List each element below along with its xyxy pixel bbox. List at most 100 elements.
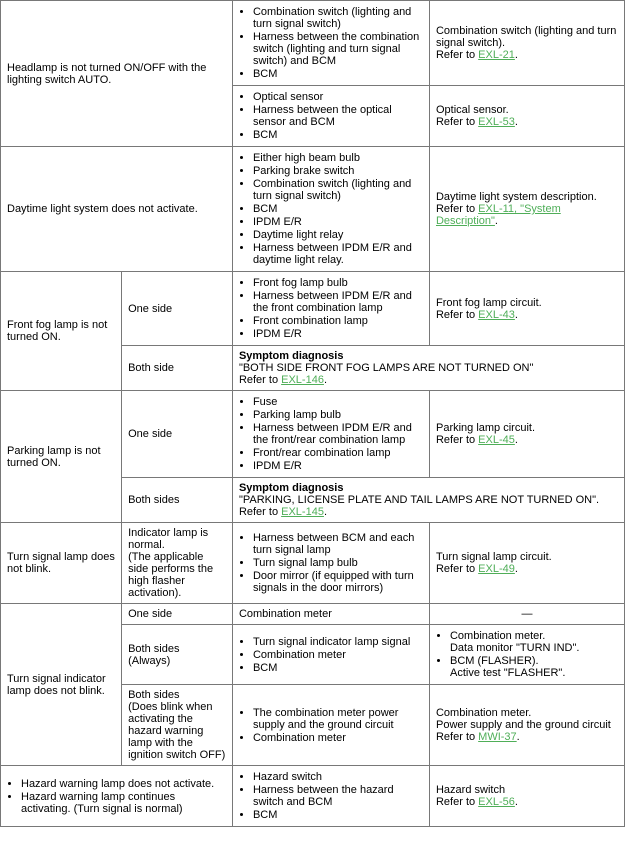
cause-cell: Either high beam bulb Parking brake swit… — [232, 147, 429, 272]
cause-list: Fuse Parking lamp bulb Harness between I… — [239, 396, 423, 472]
reference-link[interactable]: MWI-37 — [478, 731, 517, 743]
condition-cell: One side — [122, 272, 233, 346]
list-item: Hazard warning lamp continues activating… — [21, 791, 226, 815]
symptom-list: Hazard warning lamp does not activate. H… — [7, 778, 226, 815]
cause-cell: The combination meter power supply and t… — [232, 685, 429, 766]
cause-list: Turn signal indicator lamp signal Combin… — [239, 636, 423, 674]
list-item: Hazard switch — [253, 771, 423, 783]
list-item: Turn signal indicator lamp signal — [253, 636, 423, 648]
symptom-cell: Turn signal lamp does not blink. — [1, 523, 122, 604]
cause-cell: Hazard switch Harness between the hazard… — [232, 766, 429, 827]
reference-cell: Combination meter. Data monitor "TURN IN… — [429, 625, 624, 685]
list-item: Harness between IPDM E/R and the front/r… — [253, 422, 423, 446]
reference-link[interactable]: EXL-21 — [478, 49, 515, 61]
reference-prefix: Refer to — [436, 203, 478, 215]
list-item: Daytime light relay — [253, 229, 423, 241]
diagnosis-title: Symptom diagnosis — [239, 350, 344, 362]
list-item: BCM — [253, 662, 423, 674]
symptom-cell: Parking lamp is not turned ON. — [1, 391, 122, 523]
cause-list: Harness between BCM and each turn signal… — [239, 532, 423, 594]
list-item: Door mirror (if equipped with turn signa… — [253, 570, 423, 594]
cause-list: Combination switch (lighting and turn si… — [239, 6, 423, 80]
reference-link[interactable]: EXL-53 — [478, 116, 515, 128]
cause-cell: Harness between BCM and each turn signal… — [232, 523, 429, 604]
reference-link[interactable]: EXL-145 — [281, 506, 324, 518]
cause-cell: Combination meter — [232, 604, 429, 625]
reference-cell: Combination switch (lighting and turn si… — [429, 1, 624, 86]
list-item: Front fog lamp bulb — [253, 277, 423, 289]
list-item: Front combination lamp — [253, 315, 423, 327]
condition-cell: Both sides (Always) — [122, 625, 233, 685]
list-item: Turn signal lamp bulb — [253, 557, 423, 569]
diagnosis-text: "BOTH SIDE FRONT FOG LAMPS ARE NOT TURNE… — [239, 362, 533, 374]
reference-cell: Daytime light system description. Refer … — [429, 147, 624, 272]
list-item: Harness between the hazard switch and BC… — [253, 784, 423, 808]
symptom-cell: Hazard warning lamp does not activate. H… — [1, 766, 233, 827]
condition-cell: Indicator lamp is normal. (The applicabl… — [122, 523, 233, 604]
reference-cell: Turn signal lamp circuit. Refer to EXL-4… — [429, 523, 624, 604]
reference-lead: Optical sensor. — [436, 104, 509, 116]
reference-lead: Turn signal lamp circuit. — [436, 551, 552, 563]
reference-lead: Parking lamp circuit. — [436, 422, 535, 434]
reference-prefix: Refer to — [436, 49, 478, 61]
reference-lead: Daytime light system description. — [436, 191, 597, 203]
list-item: Combination switch (lighting and turn si… — [253, 178, 423, 202]
reference-prefix: Refer to — [436, 116, 478, 128]
cause-list: Front fog lamp bulb Harness between IPDM… — [239, 277, 423, 340]
list-item: BCM (FLASHER). Active test "FLASHER". — [450, 655, 618, 679]
reference-link[interactable]: EXL-43 — [478, 309, 515, 321]
list-item: Harness between IPDM E/R and the front c… — [253, 290, 423, 314]
reference-lead: Combination meter. — [436, 707, 531, 719]
reference-lead: Hazard switch — [436, 784, 505, 796]
cause-list: The combination meter power supply and t… — [239, 707, 423, 744]
reference-prefix: Refer to — [239, 506, 281, 518]
list-item: Either high beam bulb — [253, 152, 423, 164]
list-item: Front/rear combination lamp — [253, 447, 423, 459]
list-item: Combination meter. Data monitor "TURN IN… — [450, 630, 618, 654]
reference-prefix: Refer to — [436, 731, 478, 743]
symptom-cell: Turn signal indicator lamp does not blin… — [1, 604, 122, 766]
cause-list: Optical sensor Harness between the optic… — [239, 91, 423, 141]
reference-link[interactable]: EXL-49 — [478, 563, 515, 575]
list-item: Hazard warning lamp does not activate. — [21, 778, 226, 790]
reference-link[interactable]: EXL-56 — [478, 796, 515, 808]
reference-link[interactable]: EXL-146 — [281, 374, 324, 386]
symptom-cell: Front fog lamp is not turned ON. — [1, 272, 122, 391]
reference-prefix: Refer to — [436, 796, 478, 808]
reference-cell: Combination meter. Power supply and the … — [429, 685, 624, 766]
list-item: Harness between the optical sensor and B… — [253, 104, 423, 128]
reference-cell: — — [429, 604, 624, 625]
cause-cell: Front fog lamp bulb Harness between IPDM… — [232, 272, 429, 346]
list-item: BCM — [253, 203, 423, 215]
list-item: Fuse — [253, 396, 423, 408]
reference-cell: Parking lamp circuit. Refer to EXL-45. — [429, 391, 624, 478]
diagnosis-title: Symptom diagnosis — [239, 482, 344, 494]
diagnosis-text: "PARKING, LICENSE PLATE AND TAIL LAMPS A… — [239, 494, 599, 506]
reference-prefix: Refer to — [436, 434, 478, 446]
condition-cell: Both sides — [122, 478, 233, 523]
cause-list: Either high beam bulb Parking brake swit… — [239, 152, 423, 266]
reference-cell: Front fog lamp circuit. Refer to EXL-43. — [429, 272, 624, 346]
list-item: Harness between BCM and each turn signal… — [253, 532, 423, 556]
cause-cell: Combination switch (lighting and turn si… — [232, 1, 429, 86]
symptom-cell: Headlamp is not turned ON/OFF with the l… — [1, 1, 233, 147]
reference-list: Combination meter. Data monitor "TURN IN… — [436, 630, 618, 679]
list-item: Harness between the combination switch (… — [253, 31, 423, 67]
diagnostic-table: Headlamp is not turned ON/OFF with the l… — [0, 0, 625, 827]
condition-cell: One side — [122, 604, 233, 625]
list-item: IPDM E/R — [253, 460, 423, 472]
reference-link[interactable]: EXL-45 — [478, 434, 515, 446]
list-item: Parking brake switch — [253, 165, 423, 177]
reference-text: Power supply and the ground circuit — [436, 719, 611, 731]
list-item: Combination switch (lighting and turn si… — [253, 6, 423, 30]
cause-cell: Turn signal indicator lamp signal Combin… — [232, 625, 429, 685]
list-item: Combination meter — [253, 649, 423, 661]
diagnosis-cell: Symptom diagnosis "PARKING, LICENSE PLAT… — [232, 478, 624, 523]
reference-prefix: Refer to — [239, 374, 281, 386]
list-item: Optical sensor — [253, 91, 423, 103]
reference-prefix: Refer to — [436, 563, 478, 575]
list-item: Combination meter — [253, 732, 423, 744]
list-item: BCM — [253, 68, 423, 80]
reference-cell: Hazard switch Refer to EXL-56. — [429, 766, 624, 827]
list-item: IPDM E/R — [253, 328, 423, 340]
